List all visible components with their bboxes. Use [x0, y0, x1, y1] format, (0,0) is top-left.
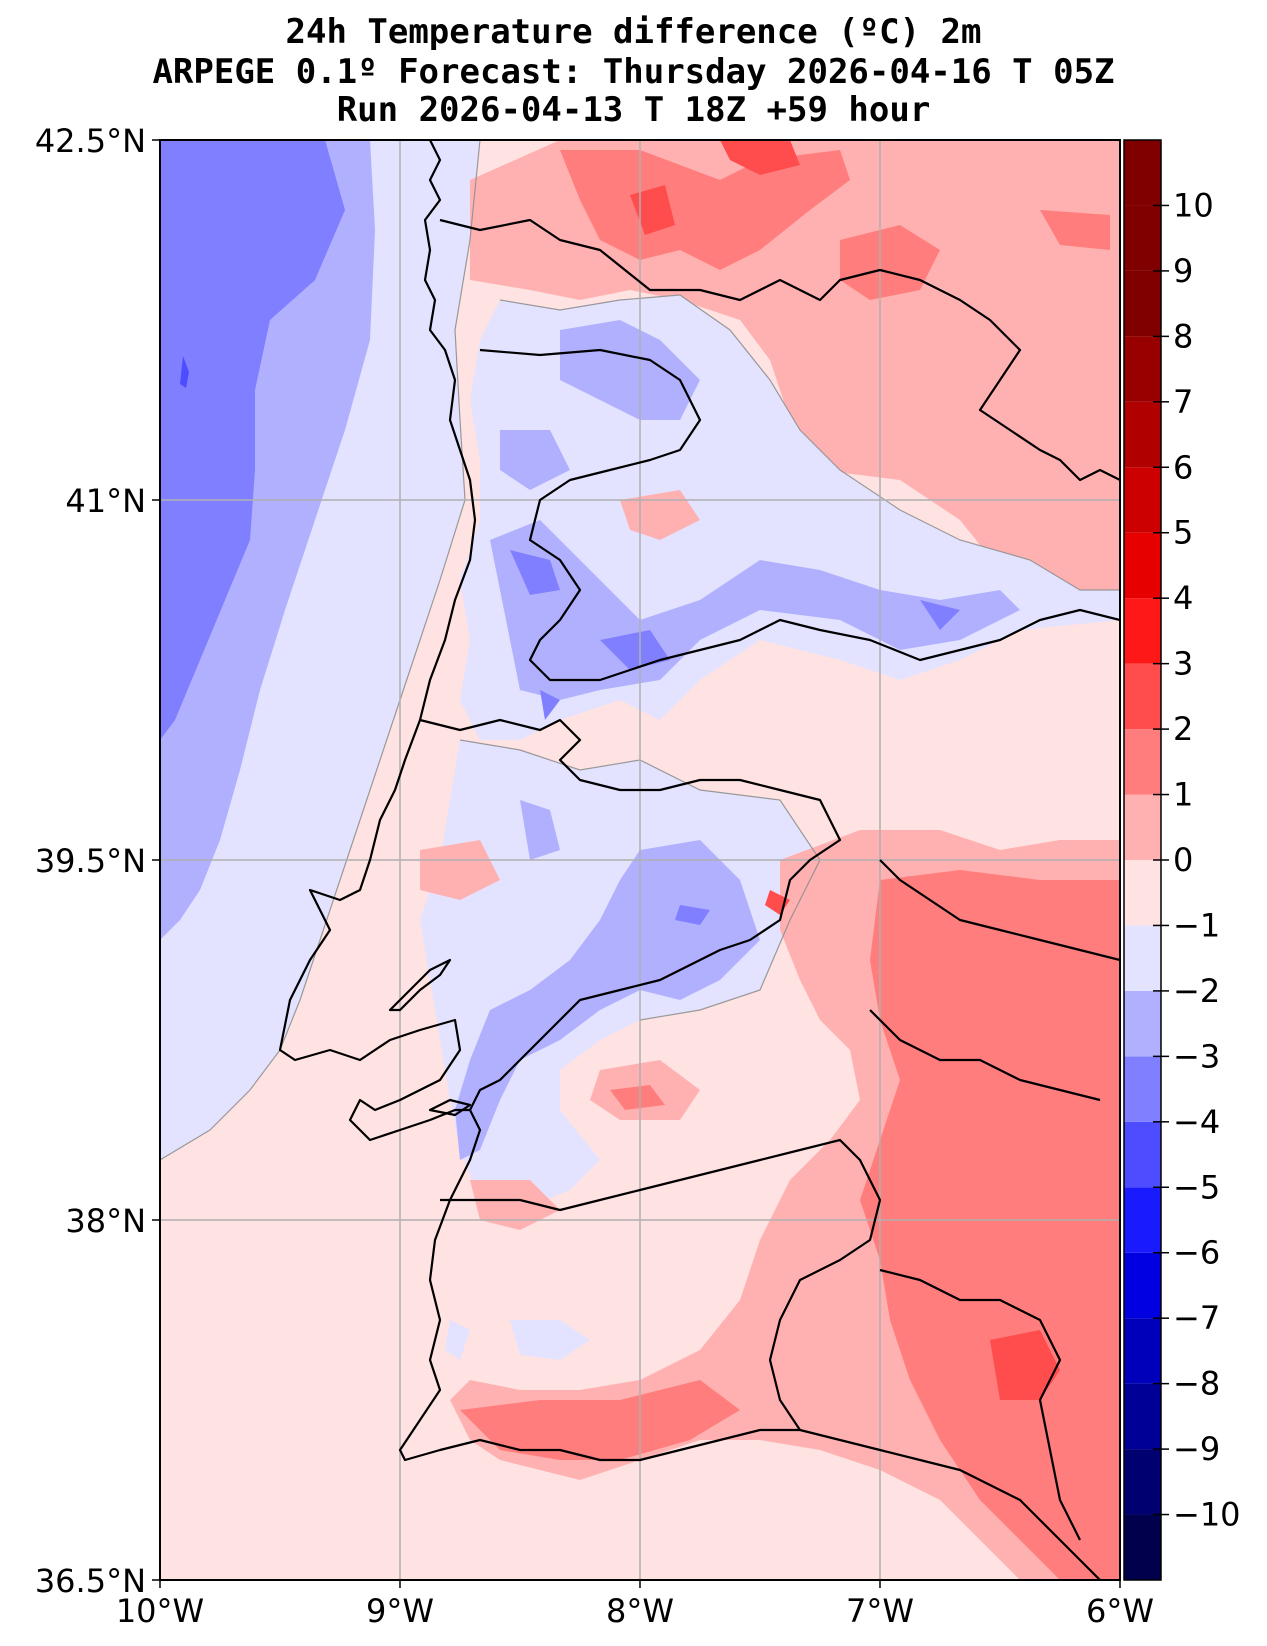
- colorbar-segment: [1124, 532, 1161, 599]
- colorbar-segment: [1124, 1252, 1161, 1319]
- colorbar-tick-label: −5: [1173, 1168, 1220, 1206]
- colorbar-tick-label: 10: [1173, 186, 1214, 224]
- colorbar-segment: [1124, 1318, 1161, 1384]
- lat-tick-label: 38°N: [65, 1202, 146, 1240]
- lat-tick-label: 41°N: [65, 482, 146, 520]
- spain-portugal-border: [439, 218, 1120, 482]
- colorbar-tick-label: 0: [1173, 841, 1193, 879]
- lon-tick-label: 10°W: [116, 1592, 204, 1630]
- colorbar-segment: [1124, 925, 1161, 991]
- lat-tick-label: 42.5°N: [35, 122, 146, 160]
- district-borders-central: [419, 718, 842, 1111]
- colorbar-tick-label: −8: [1173, 1365, 1220, 1403]
- colorbar-segment: [1124, 1449, 1161, 1515]
- colorbar-segments: [1124, 140, 1161, 1580]
- lat-tick-label: 39.5°N: [35, 842, 146, 880]
- colorbar-segment: [1124, 467, 1161, 533]
- south-warm-3: [765, 890, 1060, 1400]
- colorbar-tick-label: 6: [1173, 448, 1193, 486]
- colorbar-segment: [1124, 663, 1161, 730]
- lon-tick-label: 6°W: [1086, 1592, 1154, 1630]
- colorbar-tick-label: 2: [1173, 710, 1193, 748]
- inland-cool-2: [490, 320, 1020, 700]
- colorbar-segment: [1124, 598, 1161, 664]
- district-borders-east: [869, 859, 1120, 1541]
- colorbar-tick-label: −4: [1173, 1103, 1220, 1141]
- colorbar-tick-label: 5: [1173, 514, 1193, 552]
- lat-tick-label: 36.5°N: [35, 1562, 146, 1600]
- estuary-tejo: [388, 958, 452, 1012]
- coastline-and-borders: [278, 140, 1120, 1580]
- colorbar-tick-label: −2: [1173, 972, 1220, 1010]
- gridlines: [160, 140, 1120, 1580]
- title-line-3: Run 2026-04-13 T 18Z +59 hour: [336, 90, 931, 130]
- colorbar-tick-label: −6: [1173, 1234, 1220, 1272]
- colorbar-tick-label: 4: [1173, 579, 1193, 617]
- title-line-1: 24h Temperature difference (ºC) 2m: [285, 12, 982, 52]
- colorbar-segment: [1124, 1121, 1161, 1188]
- map-area: 10°W 9°W 8°W 7°W 6°W 42.5°N 41°N 39.5°N 38°N 36.5…: [35, 122, 1154, 1630]
- estuary-sado: [428, 1098, 472, 1117]
- colorbar-segment: [1124, 140, 1161, 206]
- colorbar-segment: [1124, 794, 1161, 860]
- colorbar-tick-label: −7: [1173, 1299, 1220, 1337]
- district-borders-south: [440, 1138, 882, 1431]
- colorbar-segment: [1124, 1056, 1161, 1122]
- ocean-core: [180, 356, 189, 388]
- colorbar-segment: [1124, 401, 1161, 468]
- colorbar-segment: [1124, 729, 1161, 795]
- central-cool-3: [675, 905, 710, 925]
- colorbar-tick-label: 9: [1173, 252, 1193, 290]
- inland-cool-3: [510, 550, 960, 720]
- north-warm-3: [630, 140, 800, 235]
- lon-tick-label: 9°W: [366, 1592, 434, 1630]
- colorbar-segment: [1124, 205, 1161, 271]
- colorbar-tick-label: −10: [1173, 1496, 1241, 1534]
- colorbar-tick-label: −1: [1173, 906, 1220, 944]
- south-warm-2: [460, 870, 1120, 1580]
- lon-tick-label: 7°W: [846, 1592, 914, 1630]
- title-line-2: ARPEGE 0.1º Forecast: Thursday 2026-04-1…: [152, 52, 1115, 92]
- coastline: [278, 140, 1101, 1580]
- colorbar-segment: [1124, 1187, 1161, 1253]
- district-borders-north: [479, 348, 1120, 682]
- colorbar-tick-label: −9: [1173, 1430, 1220, 1468]
- colorbar-segment: [1124, 270, 1161, 337]
- colorbar-tick-label: −3: [1173, 1037, 1220, 1075]
- colorbar-tick-label: 1: [1173, 776, 1193, 814]
- mid-warm-strong: [610, 1085, 665, 1110]
- colorbar-segment: [1124, 1514, 1161, 1580]
- colorbar-segment: [1124, 336, 1161, 402]
- ocean-band-deep-blue: [160, 140, 345, 740]
- north-warm-2: [560, 150, 850, 270]
- central-cool-2: [455, 800, 760, 1160]
- lon-tick-label: 8°W: [606, 1592, 674, 1630]
- colorbar-segment: [1124, 990, 1161, 1057]
- colorbar-tick-label: 3: [1173, 645, 1193, 683]
- colorbar-segment: [1124, 860, 1161, 926]
- axis-ticks: 10°W 9°W 8°W 7°W 6°W 42.5°N 41°N 39.5°N 38°N 36.5…: [35, 122, 1154, 1630]
- south-cool-patches: [445, 1320, 590, 1360]
- colorbar-tick-label: 8: [1173, 317, 1193, 355]
- colorbar-segment: [1124, 1383, 1161, 1450]
- contour-lines: [160, 140, 1120, 1161]
- colorbar-tick-label: 7: [1173, 383, 1193, 421]
